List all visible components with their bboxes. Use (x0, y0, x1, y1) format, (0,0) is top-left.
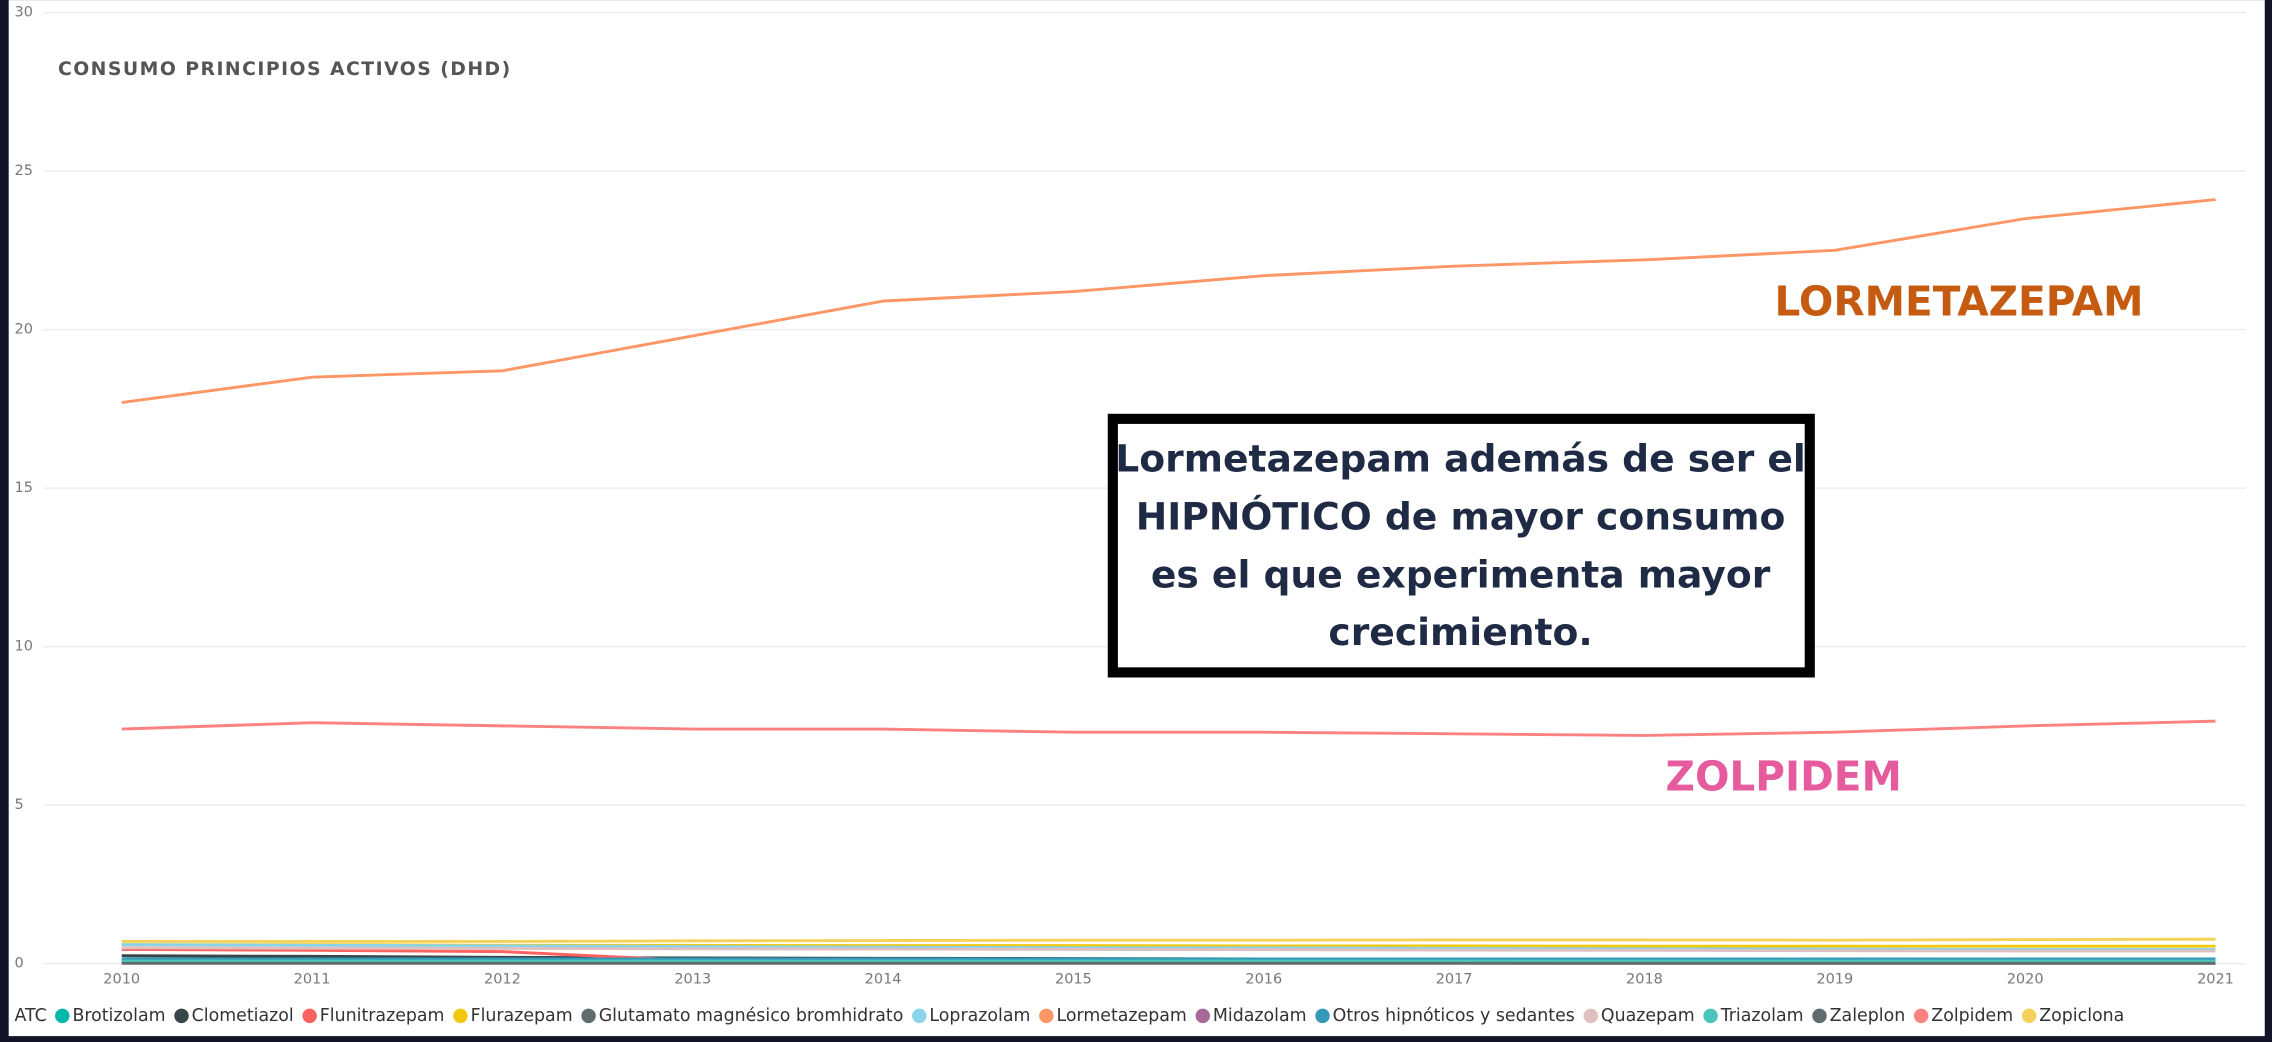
legend-label: Lormetazepam (1057, 1006, 1187, 1026)
legend-swatch (453, 1008, 468, 1024)
legend-swatch (174, 1008, 189, 1024)
grid: 0 5 10 15 20 25 30 2010 2011 2012 2013 2014 2015 2016… (14, 5, 2246, 988)
x-tick-label: 2014 (865, 972, 902, 988)
series-line (121, 719, 2216, 737)
legend-label: Otros hipnóticos y sedantes (1333, 1006, 1575, 1026)
legend-label: Brotizolam (72, 1006, 165, 1026)
series-line (121, 943, 2216, 951)
callout-text: es el que experimenta mayor (1151, 552, 1771, 596)
callout-box (1107, 413, 1815, 678)
legend-label: Flurazepam (471, 1006, 573, 1026)
legend-label: Loprazolam (929, 1006, 1030, 1026)
legend-swatch (1913, 1008, 1929, 1024)
legend-label: Zopiclona (2039, 1006, 2124, 1026)
x-tick-label: 2011 (294, 972, 331, 988)
y-tick-label: 15 (14, 480, 32, 496)
foreground: ATC Brotizolam Clometiazol Flunitrazepam Flu… (14, 277, 2143, 1025)
legend-swatch (912, 1008, 927, 1024)
legend-swatch (302, 1008, 317, 1024)
legend-swatch (1703, 1008, 1718, 1024)
legend-label: Triazolam (1720, 1006, 1804, 1026)
x-tick-label: 2017 (1436, 972, 1473, 988)
callout-text: HIPNÓTICO de mayor consumo (1136, 494, 1786, 538)
series-annotation: ZOLPIDEM (1666, 753, 1902, 801)
x-tick-label: 2018 (1626, 972, 1663, 988)
y-tick-label: 5 (14, 797, 23, 813)
x-tick-label: 2021 (2197, 972, 2234, 988)
x-tick-label: 2013 (674, 972, 711, 988)
legend-swatch (1039, 1008, 1054, 1024)
legend-swatch (1315, 1008, 1330, 1024)
y-tick-label: 20 (14, 322, 32, 338)
legend-label: Midazolam (1213, 1006, 1307, 1026)
chart-title: CONSUMO PRINCIPIOS ACTIVOS (DHD) (58, 59, 512, 80)
callout-text: crecimiento. (1328, 610, 1592, 654)
legend-title: ATC (14, 1006, 46, 1026)
callout-text: Lormetazepam además de ser el (1115, 436, 1806, 480)
x-tick-label: 2015 (1055, 972, 1092, 988)
x-tick-label: 2019 (1816, 972, 1853, 988)
series-annotation: LORMETAZEPAM (1775, 277, 2144, 325)
legend-swatch (1195, 1008, 1211, 1024)
lines (121, 198, 2216, 965)
x-tick-label: 2020 (2007, 972, 2044, 988)
series-line (121, 946, 2216, 953)
y-tick-label: 30 (14, 5, 32, 21)
x-tick-label: 2012 (484, 972, 521, 988)
legend-swatch (1812, 1008, 1827, 1024)
legend-label: Flunitrazepam (320, 1006, 445, 1026)
legend-label: Clometiazol (192, 1006, 294, 1026)
y-tick-label: 0 (14, 956, 23, 972)
series-line (121, 937, 2216, 943)
legend-swatch (2021, 1008, 2037, 1024)
x-tick-label: 2010 (103, 972, 140, 988)
legend-label: Zaleplon (1830, 1006, 1906, 1026)
legend-label: Glutamato magnésico bromhidrato (599, 1006, 904, 1026)
y-tick-label: 10 (14, 639, 32, 655)
legend-swatch (55, 1008, 70, 1024)
y-tick-label: 25 (14, 163, 32, 179)
legend-swatch (1583, 1008, 1599, 1024)
x-tick-label: 2016 (1245, 972, 1282, 988)
series-line (121, 198, 2216, 404)
legend-label: Zolpidem (1931, 1006, 2013, 1026)
legend-label: Quazepam (1601, 1006, 1695, 1026)
legend-swatch (581, 1008, 596, 1024)
